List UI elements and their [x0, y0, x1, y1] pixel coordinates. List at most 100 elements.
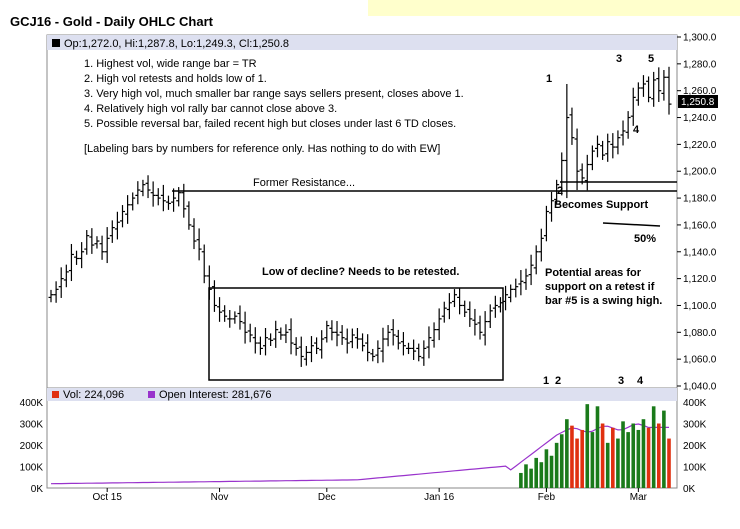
volume-bar [611, 427, 615, 488]
price-legend-bg [47, 35, 677, 50]
vol-tick-label-right: 400K [683, 398, 707, 409]
price-tick-label: 1,040.0 [683, 382, 717, 393]
fifty-percent-line [602, 222, 661, 227]
ohlc-legend: Op:1,272.0, Hi:1,287.8, Lo:1,249.3, Cl:1… [64, 38, 289, 50]
note-4: 4. Relatively high vol rally bar cannot … [84, 103, 337, 115]
bar-label-1: 1 [546, 73, 552, 85]
vol-legend: Vol: 224,096 [63, 389, 124, 401]
fifty-percent-label: 50% [634, 233, 656, 245]
time-tick-label: Dec [318, 492, 336, 503]
volume-legend-bg [47, 388, 677, 401]
yellow-banner [368, 0, 740, 16]
volume-bar [534, 457, 539, 488]
volume-bar [651, 406, 656, 488]
vol-bar-label-1: 1 [543, 375, 549, 387]
vol-tick-label-right: 200K [683, 441, 707, 452]
time-tick-label: Nov [211, 492, 229, 503]
vol-tick-label-left: 400K [20, 398, 44, 409]
price-tick-label: 1,160.0 [683, 220, 717, 231]
price-tick-label: 1,100.0 [683, 301, 717, 312]
bar-label-5: 5 [648, 53, 654, 65]
last-price-label: 1,250.8 [681, 97, 715, 108]
volume-bar [539, 462, 544, 488]
bar-label-2: 2 [557, 185, 563, 197]
time-tick-label: Feb [538, 492, 556, 503]
bar-label-4: 4 [633, 124, 640, 136]
volume-bar [519, 472, 523, 488]
volume-bar [656, 423, 661, 488]
price-tick-label: 1,260.0 [683, 86, 717, 97]
price-tick-label: 1,240.0 [683, 113, 717, 124]
becomes-support-label: Becomes Support [554, 199, 648, 211]
time-tick-label: Jan 16 [424, 492, 454, 503]
potential-label-3: bar #5 is a swing high. [545, 295, 662, 307]
price-tick-label: 1,280.0 [683, 59, 717, 70]
volume-bar [580, 429, 584, 488]
price-tick-label: 1,140.0 [683, 247, 717, 258]
volume-bar [641, 419, 646, 488]
vol-tick-label-left: 200K [20, 441, 44, 452]
volume-bar [621, 421, 625, 488]
former-resistance-label: Former Resistance... [253, 177, 355, 189]
price-panel [46, 34, 678, 389]
oi-legend-swatch [148, 391, 155, 398]
volume-bar [605, 442, 610, 488]
price-tick-label: 1,220.0 [683, 140, 717, 151]
time-tick-label: Mar [630, 492, 648, 503]
volume-bar [626, 432, 630, 488]
volume-bar [544, 449, 549, 488]
vol-tick-label-right: 100K [683, 463, 707, 474]
note-5: 5. Possible reversal bar, failed recent … [84, 118, 456, 130]
price-axis: 1,300.0 1,280.0 1,260.0 1,240.0 1,220.0 1,200… [677, 33, 717, 393]
vol-bar-label-4: 4 [637, 375, 644, 387]
volume-bar [585, 404, 590, 488]
volume-bar [595, 406, 600, 488]
volume-bar [600, 423, 605, 488]
volume-bar [570, 425, 574, 488]
oi-legend: Open Interest: 281,676 [159, 389, 272, 401]
volume-axis: 400K 300K 200K 100K 0K 400K 300K 200K 100K 0K [20, 398, 707, 495]
vol-bar-label-3: 3 [618, 375, 624, 387]
potential-label-1: Potential areas for [545, 267, 642, 279]
last-price-marker [678, 95, 718, 108]
decline-box [208, 287, 504, 381]
low-decline-label: Low of decline? Needs to be retested. [262, 266, 459, 278]
volume-bar [662, 410, 666, 488]
potential-label-2: support on a retest if [545, 281, 655, 293]
volume-bar [667, 438, 671, 488]
volume-bar [646, 427, 651, 488]
note-2: 2. High vol retests and holds low of 1. [84, 73, 267, 85]
note-1: 1. Highest vol, wide range bar = TR [84, 58, 257, 70]
vol-bar-label-2: 2 [555, 375, 561, 387]
volume-bar [565, 419, 569, 488]
vol-tick-label-left: 100K [20, 463, 44, 474]
note-6: [Labeling bars by numbers for reference … [84, 143, 440, 155]
time-tick-label: Oct 15 [92, 492, 122, 503]
price-tick-label: 1,200.0 [683, 167, 717, 178]
vol-tick-label-right: 0K [683, 484, 696, 495]
price-tick-label: 1,120.0 [683, 274, 717, 285]
volume-bar [631, 423, 636, 488]
vol-tick-label-left: 0K [31, 484, 44, 495]
volume-bar [529, 468, 533, 488]
time-axis: Oct 15 Nov Dec Jan 16 Feb Mar [92, 488, 648, 503]
vol-tick-label-right: 300K [683, 420, 707, 431]
vol-tick-label-left: 300K [20, 420, 44, 431]
volume-bar [554, 442, 559, 488]
note-3: 3. Very high vol, much smaller bar range… [84, 88, 464, 100]
vol-legend-swatch [52, 391, 59, 398]
bar-label-3: 3 [616, 53, 622, 65]
volume-bar [616, 438, 620, 488]
volume-bar [575, 438, 579, 488]
price-tick-label: 1,300.0 [683, 33, 717, 44]
volume-bar [590, 432, 595, 488]
volume-bar [636, 429, 641, 488]
ohlc-legend-swatch [52, 39, 60, 47]
volume-bar [559, 434, 564, 488]
price-tick-label: 1,060.0 [683, 355, 717, 366]
price-tick-label: 1,180.0 [683, 194, 717, 205]
volume-bars [519, 404, 671, 488]
volume-bar [549, 455, 554, 488]
price-tick-label: 1,080.0 [683, 328, 717, 339]
